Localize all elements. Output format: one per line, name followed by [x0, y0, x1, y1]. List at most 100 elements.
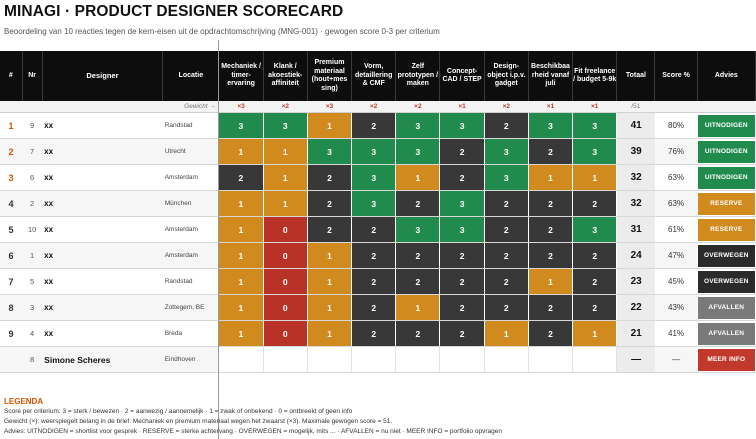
score-cell: 3	[351, 164, 397, 191]
score-cell: 2	[395, 242, 441, 269]
total-cell: 22	[616, 294, 655, 321]
advice-badge[interactable]: MEER INFO	[698, 348, 755, 371]
weight-cell: ×2	[395, 101, 440, 113]
col-header-totaal[interactable]: Totaal	[616, 51, 656, 101]
score-cell: 2	[351, 268, 397, 295]
location-cell: Zottegem, BE	[162, 294, 219, 321]
location-cell: Eindhoven	[162, 346, 219, 373]
table-row[interactable]: 5 10 xx Amsterdam 1 0 2 2 3 3 2 2 3 31 61% RESERVE	[0, 216, 756, 243]
designer-name-cell: xx	[42, 242, 163, 269]
rank-cell: 5	[0, 216, 23, 243]
score-cell: 2	[484, 216, 529, 243]
score-cell: 3	[528, 112, 574, 139]
score-cell: 1	[484, 320, 529, 347]
total-cell: 41	[616, 112, 655, 139]
score-cell: 2	[572, 190, 618, 217]
score-cell: 0	[263, 294, 308, 321]
designer-name-cell: xx	[42, 138, 163, 165]
score-cell: 3	[439, 190, 485, 217]
score-cell: 2	[395, 268, 441, 295]
table-row[interactable]: 2 7 xx Utrecht 1 1 3 3 3 2 3 2 3 39 76% UITNODIGEN	[0, 138, 756, 165]
advice-cell: RESERVE	[697, 190, 756, 217]
table-row[interactable]: 7 5 xx Randstad 1 0 1 2 2 2 2 1 2 23 45% OVERWEGEN	[0, 268, 756, 295]
advice-badge[interactable]: UITNODIGEN	[698, 166, 755, 189]
designer-name-cell: xx	[42, 164, 163, 191]
col-header-designer[interactable]: Designer	[42, 51, 164, 101]
score-cell: 3	[351, 190, 397, 217]
scorecard-table: # Nr Designer Locatie Mechaniek / timer-…	[0, 51, 756, 373]
table-row[interactable]: 1 9 xx Randstad 3 3 1 2 3 3 2 3 3 41 80% UITNODIGEN	[0, 112, 756, 139]
table-row[interactable]: 3 6 xx Amsterdam 2 1 2 3 1 2 3 1 1 32 63% UITNODIGEN	[0, 164, 756, 191]
advice-badge[interactable]: AFVALLEN	[698, 296, 755, 319]
score-cell: 3	[484, 164, 529, 191]
score-cell: 1	[218, 190, 264, 217]
col-header-locatie[interactable]: Locatie	[162, 51, 220, 101]
advice-badge[interactable]: OVERWEGEN	[698, 244, 755, 267]
score-cell	[484, 346, 529, 373]
col-header-score-pct[interactable]: Score %	[654, 51, 698, 101]
score-cell: 1	[218, 216, 264, 243]
score-cell: 2	[307, 216, 353, 243]
col-header-vorm[interactable]: Vorm, detaillering & CMF	[351, 51, 397, 101]
score-cell: 3	[395, 216, 441, 243]
score-cell: 2	[572, 242, 618, 269]
advice-badge[interactable]: AFVALLEN	[698, 322, 755, 345]
advice-cell: AFVALLEN	[697, 320, 756, 347]
col-header-klank[interactable]: Klank / akoestiek-affiniteit	[263, 51, 308, 101]
table-row[interactable]: 9 4 xx Breda 1 0 1 2 2 2 1 2 1 21 41% AFVALLEN	[0, 320, 756, 347]
score-cell: 1	[572, 320, 618, 347]
score-cell: 3	[395, 112, 441, 139]
col-header-prototypen[interactable]: Zelf prototypen / maken	[395, 51, 441, 101]
table-row[interactable]: 6 1 xx Amsterdam 1 0 1 2 2 2 2 2 2 24 47% OVERWEGEN	[0, 242, 756, 269]
col-header-mechaniek[interactable]: Mechaniek / timer-ervaring	[218, 51, 264, 101]
designer-name-cell: xx	[42, 268, 163, 295]
score-cell	[395, 346, 441, 373]
advice-cell: OVERWEGEN	[697, 242, 756, 269]
col-header-materiaal[interactable]: Premium materiaal (hout+mes sing)	[307, 51, 353, 101]
weights-empty	[697, 101, 756, 113]
advice-badge[interactable]: OVERWEGEN	[698, 270, 755, 293]
weight-cell: ×2	[484, 101, 529, 113]
score-cell: 1	[263, 164, 308, 191]
advice-badge[interactable]: RESERVE	[698, 218, 755, 241]
total-cell: 31	[616, 216, 655, 243]
col-header-beschikbaarheid[interactable]: Beschikbaa rheid vanaf juli	[528, 51, 574, 101]
score-cell: 3	[572, 216, 618, 243]
score-pct-cell: 45%	[654, 268, 698, 295]
col-header-design-object[interactable]: Design-object i.p.v. gadget	[484, 51, 529, 101]
score-cell: 2	[439, 242, 485, 269]
score-cell	[307, 346, 353, 373]
advice-badge[interactable]: UITNODIGEN	[698, 114, 755, 137]
score-cell: 3	[439, 216, 485, 243]
score-cell: 2	[528, 294, 574, 321]
score-pct-cell: 80%	[654, 112, 698, 139]
table-row[interactable]: 4 2 xx München 1 1 2 3 2 3 2 2 2 32 63% RESERVE	[0, 190, 756, 217]
col-header-advies[interactable]: Advies	[697, 51, 756, 101]
advice-badge[interactable]: UITNODIGEN	[698, 140, 755, 163]
col-header-rank[interactable]: #	[0, 51, 23, 101]
col-header-fit[interactable]: Fit freelance / budget 5-9k	[572, 51, 618, 101]
col-header-nr[interactable]: Nr	[22, 51, 43, 101]
location-cell: München	[162, 190, 219, 217]
score-cell: 1	[218, 320, 264, 347]
score-cell: 3	[395, 138, 441, 165]
weights-row: Gewicht → ×3 ×2 ×3 ×2 ×2 ×1 ×2 ×1 ×1 /51	[0, 101, 756, 113]
score-cell: 2	[218, 164, 264, 191]
score-cell: 2	[528, 138, 574, 165]
table-row[interactable]: 8 Simone Scheres Eindhoven — — MEER INFO	[0, 346, 756, 373]
nr-cell: 7	[22, 138, 43, 165]
legend-line-advice: Advies: UITNODIGEN = shortlist voor gesp…	[4, 428, 502, 435]
designer-name-cell: Simone Scheres	[42, 346, 163, 373]
table-row[interactable]: 8 3 xx Zottegem, BE 1 0 1 2 1 2 2 2 2 22 43% AFVALLEN	[0, 294, 756, 321]
col-header-cad[interactable]: Concept-CAD / STEP	[439, 51, 485, 101]
page-title: MINAGI · PRODUCT DESIGNER SCORECARD	[4, 3, 344, 20]
weight-cell: ×1	[528, 101, 573, 113]
score-cell: 3	[484, 138, 529, 165]
nr-cell: 3	[22, 294, 43, 321]
total-cell: 32	[616, 164, 655, 191]
score-cell: 2	[307, 164, 353, 191]
nr-cell: 4	[22, 320, 43, 347]
score-cell	[572, 346, 618, 373]
advice-badge[interactable]: RESERVE	[698, 192, 755, 215]
score-pct-cell: 61%	[654, 216, 698, 243]
